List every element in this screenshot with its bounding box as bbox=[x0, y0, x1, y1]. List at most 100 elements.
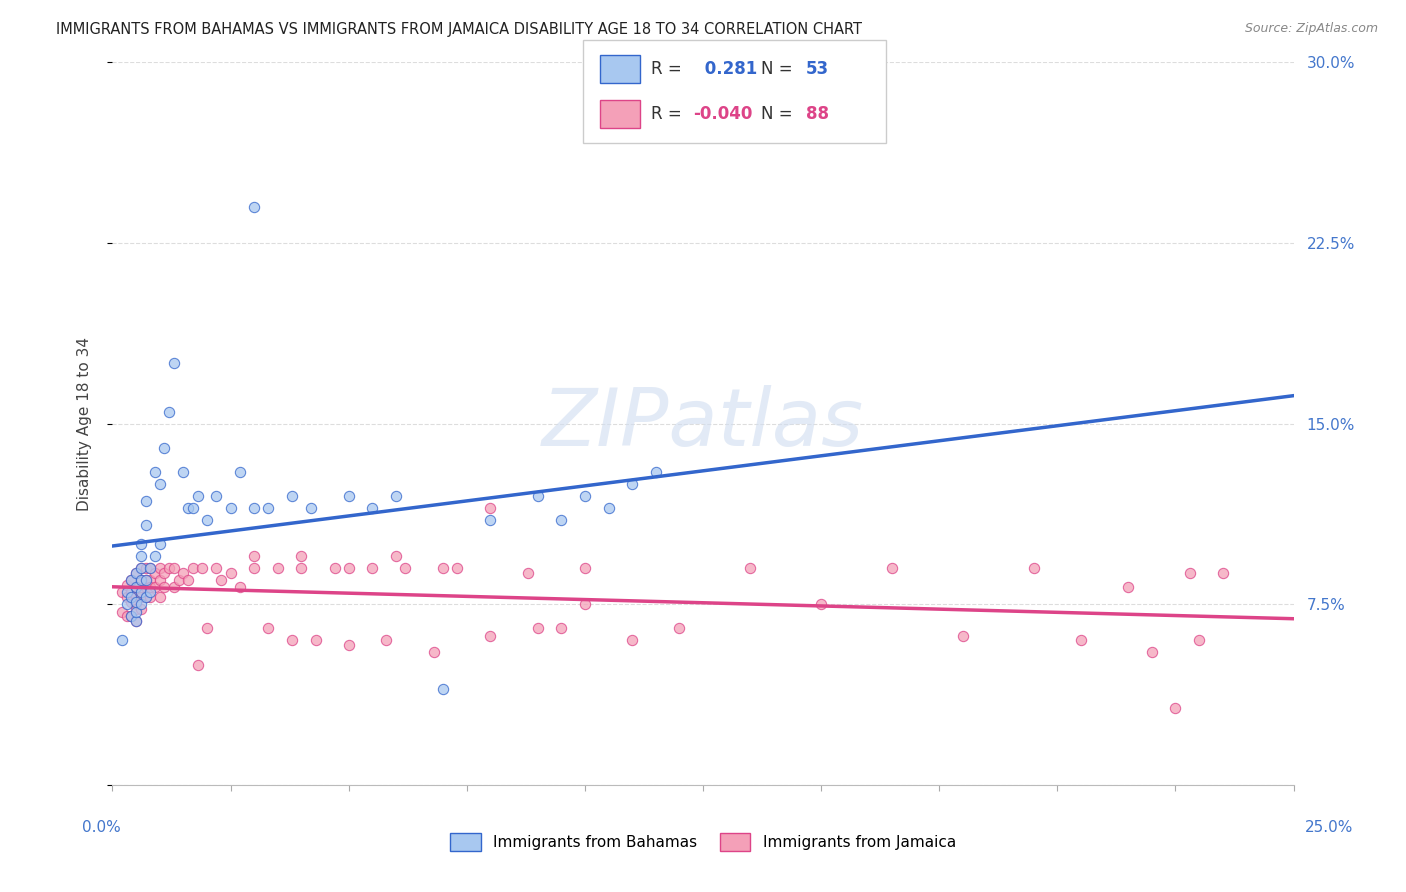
Point bbox=[125, 566, 148, 580]
Point bbox=[479, 500, 502, 515]
Point bbox=[111, 633, 134, 648]
Point bbox=[139, 573, 162, 587]
Point bbox=[517, 566, 540, 580]
Point bbox=[281, 489, 304, 503]
Point bbox=[149, 573, 172, 587]
Point bbox=[135, 561, 157, 575]
Point bbox=[129, 602, 152, 616]
Text: 0.0%: 0.0% bbox=[82, 821, 121, 835]
Point bbox=[337, 638, 360, 652]
Point bbox=[129, 561, 152, 575]
Point bbox=[139, 590, 162, 604]
Point bbox=[149, 561, 172, 575]
Point bbox=[1212, 566, 1234, 580]
Point bbox=[191, 561, 214, 575]
Point bbox=[229, 581, 252, 595]
Point bbox=[153, 566, 176, 580]
Point bbox=[125, 614, 148, 628]
Point bbox=[120, 590, 142, 604]
Point bbox=[574, 598, 596, 612]
Point bbox=[574, 489, 596, 503]
Point bbox=[149, 476, 172, 491]
Point bbox=[120, 573, 142, 587]
Point bbox=[195, 621, 218, 635]
Point bbox=[177, 500, 200, 515]
Point bbox=[243, 549, 266, 564]
Point bbox=[111, 585, 134, 599]
Point bbox=[243, 200, 266, 214]
Point bbox=[385, 549, 408, 564]
Y-axis label: Disability Age 18 to 34: Disability Age 18 to 34 bbox=[77, 336, 91, 511]
Point bbox=[153, 581, 176, 595]
Point bbox=[432, 681, 454, 696]
Point bbox=[281, 633, 304, 648]
Point bbox=[361, 561, 384, 575]
Point bbox=[394, 561, 416, 575]
Point bbox=[120, 609, 142, 624]
Point bbox=[385, 489, 408, 503]
Point bbox=[550, 621, 572, 635]
Point bbox=[129, 537, 152, 551]
Point bbox=[115, 598, 138, 612]
Point bbox=[125, 590, 148, 604]
Point bbox=[157, 561, 180, 575]
Point bbox=[153, 441, 176, 455]
Point bbox=[125, 581, 148, 595]
Text: N =: N = bbox=[761, 60, 797, 78]
Text: IMMIGRANTS FROM BAHAMAS VS IMMIGRANTS FROM JAMAICA DISABILITY AGE 18 TO 34 CORRE: IMMIGRANTS FROM BAHAMAS VS IMMIGRANTS FR… bbox=[56, 22, 862, 37]
Text: N =: N = bbox=[761, 105, 797, 123]
Point bbox=[209, 573, 232, 587]
Point bbox=[422, 646, 444, 660]
Point bbox=[526, 621, 548, 635]
Point bbox=[139, 581, 162, 595]
Point bbox=[125, 598, 148, 612]
Point bbox=[129, 585, 152, 599]
Point bbox=[135, 581, 157, 595]
Point bbox=[337, 561, 360, 575]
Text: R =: R = bbox=[651, 105, 688, 123]
Point bbox=[257, 500, 280, 515]
Point bbox=[125, 605, 148, 619]
Point bbox=[129, 573, 152, 587]
Point bbox=[172, 566, 194, 580]
Point bbox=[157, 404, 180, 418]
Point bbox=[115, 590, 138, 604]
Point bbox=[181, 561, 204, 575]
Point bbox=[1178, 566, 1201, 580]
Point bbox=[243, 561, 266, 575]
Point bbox=[129, 585, 152, 599]
Point bbox=[290, 561, 312, 575]
Point bbox=[143, 581, 166, 595]
Point bbox=[526, 489, 548, 503]
Point bbox=[125, 614, 148, 628]
Point bbox=[120, 585, 142, 599]
Point bbox=[135, 573, 157, 587]
Point bbox=[668, 621, 690, 635]
Point bbox=[243, 500, 266, 515]
Point bbox=[143, 566, 166, 580]
Point bbox=[432, 561, 454, 575]
Point bbox=[139, 561, 162, 575]
Point bbox=[125, 566, 148, 580]
Point bbox=[1070, 633, 1092, 648]
Text: 25.0%: 25.0% bbox=[1305, 821, 1353, 835]
Legend: Immigrants from Bahamas, Immigrants from Jamaica: Immigrants from Bahamas, Immigrants from… bbox=[444, 827, 962, 857]
Point bbox=[195, 513, 218, 527]
Point bbox=[120, 609, 142, 624]
Point bbox=[129, 573, 152, 587]
Point bbox=[550, 513, 572, 527]
Point bbox=[880, 561, 903, 575]
Text: 0.281: 0.281 bbox=[699, 60, 756, 78]
Text: 88: 88 bbox=[806, 105, 828, 123]
Text: -0.040: -0.040 bbox=[693, 105, 752, 123]
Point bbox=[304, 633, 326, 648]
Point bbox=[143, 465, 166, 479]
Point bbox=[135, 590, 157, 604]
Point bbox=[115, 585, 138, 599]
Point bbox=[1164, 701, 1187, 715]
Point bbox=[1140, 646, 1163, 660]
Point bbox=[810, 598, 832, 612]
Point bbox=[177, 573, 200, 587]
Point bbox=[115, 609, 138, 624]
Point bbox=[163, 581, 186, 595]
